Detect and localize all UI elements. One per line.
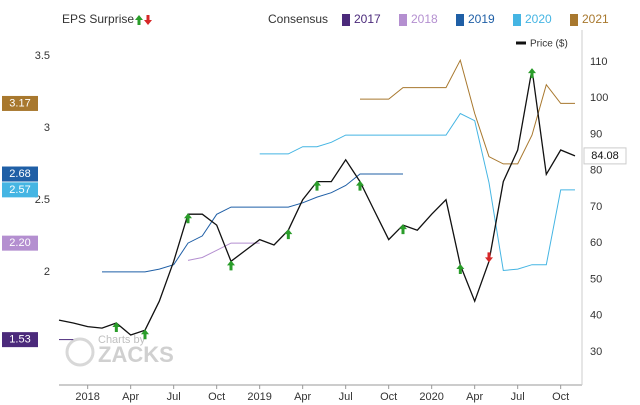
- x-tick-label: Jul: [339, 391, 353, 403]
- x-tick-label: Apr: [466, 391, 483, 403]
- surprise-arrow: [485, 252, 493, 263]
- surprise-arrow: [399, 224, 407, 235]
- last-value-box: [2, 95, 38, 111]
- legend-label: 2018: [411, 12, 438, 26]
- x-tick-label: Oct: [552, 391, 569, 403]
- watermark-icon: [65, 337, 95, 367]
- x-tick-label: Oct: [208, 391, 225, 403]
- legend-swatch: [342, 14, 350, 26]
- last-value-label: 2.68: [9, 168, 30, 180]
- y2-tick-label: 100: [590, 92, 608, 104]
- legend-down-arrow: [144, 15, 152, 25]
- x-tick-label: 2018: [75, 391, 99, 403]
- watermark-small: Charts by: [98, 334, 146, 346]
- x-tick-label: Apr: [294, 391, 311, 403]
- legend-swatch: [513, 14, 521, 26]
- consensus-line: [187, 242, 260, 261]
- consensus-line: [102, 173, 403, 273]
- x-tick-label: Jul: [167, 391, 181, 403]
- x-tick-label: Oct: [380, 391, 397, 403]
- last-value-box: [2, 166, 38, 182]
- legend-up-arrow: [135, 15, 143, 25]
- legend-label: 2017: [354, 12, 381, 26]
- legend-label: 2020: [525, 12, 552, 26]
- x-tick-label: 2020: [419, 391, 443, 403]
- surprise-arrow: [284, 229, 293, 240]
- surprise-arrow: [184, 213, 192, 224]
- surprise-arrow: [227, 260, 235, 271]
- y2-tick-label: 60: [590, 237, 602, 249]
- watermark-logo: ZACKS: [98, 342, 174, 367]
- surprise-legend: EPS Surprise: [62, 12, 134, 26]
- y-tick-label: 2: [44, 266, 50, 278]
- price-line: [58, 69, 576, 336]
- surprise-arrow: [456, 263, 465, 274]
- last-price-label: 84.08: [591, 150, 619, 162]
- x-tick-label: Jul: [511, 391, 525, 403]
- last-price-box: [583, 147, 627, 165]
- legend-swatch: [399, 14, 407, 26]
- y-tick-label: 3: [44, 122, 50, 134]
- surprise-arrow: [313, 180, 321, 191]
- y2-tick-label: 110: [590, 56, 608, 68]
- consensus-line: [259, 112, 575, 272]
- consensus-legend: Consensus: [268, 12, 328, 26]
- last-value-label: 3.17: [9, 97, 30, 109]
- legend-label: 2021: [582, 12, 609, 26]
- x-tick-label: 2019: [247, 391, 271, 403]
- y-tick-label: 3.5: [35, 50, 50, 62]
- legend-swatch: [570, 14, 578, 26]
- last-value-label: 1.53: [9, 334, 30, 346]
- y2-tick-label: 50: [590, 273, 602, 285]
- last-value-box: [2, 235, 38, 251]
- last-value-box: [2, 182, 38, 198]
- x-tick-label: Apr: [122, 391, 139, 403]
- y-tick-label: 2.5: [35, 194, 50, 206]
- surprise-arrow: [356, 180, 364, 191]
- y2-tick-label: 90: [590, 128, 602, 140]
- y2-tick-label: 40: [590, 310, 602, 322]
- consensus-line: [360, 58, 575, 165]
- last-value-label: 2.20: [9, 237, 30, 249]
- surprise-arrow: [112, 321, 121, 332]
- y2-tick-label: 80: [590, 165, 602, 177]
- y2-tick-label: 70: [590, 201, 602, 213]
- last-value-box: [2, 332, 38, 348]
- y2-tick-label: 30: [590, 346, 602, 358]
- legend-swatch: [456, 14, 464, 26]
- legend-label: 2019: [468, 12, 495, 26]
- surprise-arrow: [528, 68, 536, 79]
- surprise-arrow: [141, 329, 149, 340]
- legend-label: Price ($): [530, 39, 568, 50]
- last-value-label: 2.57: [9, 184, 30, 196]
